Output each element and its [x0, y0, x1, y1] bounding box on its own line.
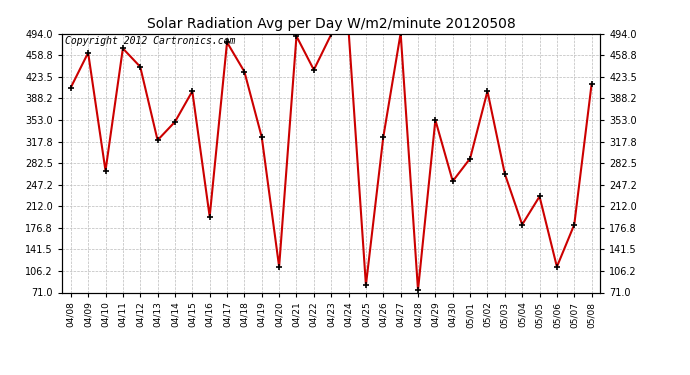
Title: Solar Radiation Avg per Day W/m2/minute 20120508: Solar Radiation Avg per Day W/m2/minute …: [147, 17, 515, 31]
Text: Copyright 2012 Cartronics.com: Copyright 2012 Cartronics.com: [65, 36, 235, 46]
